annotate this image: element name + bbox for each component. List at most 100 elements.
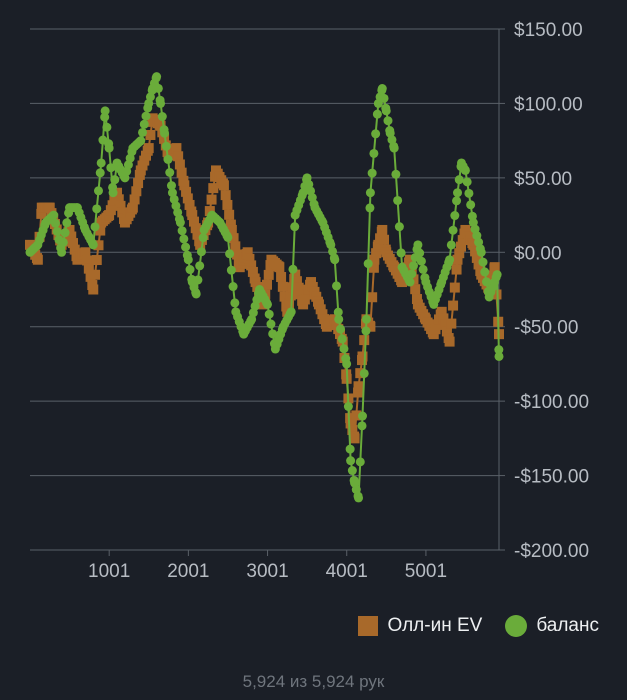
ev-data-point	[80, 247, 91, 258]
square-marker-icon	[357, 616, 378, 636]
legend-item-balance[interactable]: баланс	[504, 614, 599, 638]
legend-label-balance: баланс	[536, 615, 599, 636]
ev-data-point	[274, 262, 285, 273]
y-tick-label: $50.00	[514, 169, 572, 190]
balance-data-point	[230, 298, 240, 308]
balance-data-point	[49, 210, 59, 220]
ev-data-point	[173, 151, 184, 162]
balance-data-point	[345, 444, 355, 454]
balance-data-point	[393, 195, 403, 205]
ev-data-point	[345, 413, 356, 424]
ev-data-point	[353, 387, 364, 398]
balance-data-point	[363, 259, 373, 269]
ev-data-point	[438, 313, 449, 324]
y-tick-label: -$200.00	[514, 541, 589, 562]
ev-data-point	[448, 300, 459, 311]
ev-data-point	[224, 209, 235, 220]
balance-data-point	[95, 168, 105, 178]
ev-data-point	[82, 255, 93, 266]
ev-data-point	[411, 294, 422, 305]
balance-data-point	[104, 143, 114, 153]
ev-data-point	[176, 167, 187, 178]
balance-data-point	[52, 226, 62, 236]
ev-data-point	[440, 319, 451, 330]
ev-data-point	[468, 239, 479, 250]
x-tick-label: 3001	[246, 561, 288, 582]
balance-data-point	[96, 158, 106, 168]
balance-data-point	[193, 275, 203, 285]
ev-data-point	[179, 180, 190, 191]
ev-data-point	[349, 433, 360, 444]
balance-data-point	[413, 240, 423, 250]
ev-data-point	[345, 418, 356, 429]
balance-data-point	[396, 248, 406, 258]
balance-data-point	[478, 257, 488, 267]
ev-data-point	[90, 269, 101, 280]
ev-data-point	[455, 241, 466, 252]
ev-data-point	[295, 289, 306, 300]
legend-item-ev[interactable]: Олл-ин EV	[356, 614, 482, 638]
balance-data-point	[448, 225, 458, 235]
balance-data-point	[108, 188, 118, 198]
ev-data-point	[117, 207, 128, 218]
balance-data-point	[264, 309, 274, 319]
balance-data-point	[330, 255, 340, 265]
balance-data-point	[196, 247, 206, 257]
ev-data-point	[246, 260, 257, 271]
ev-data-point	[293, 282, 304, 293]
ev-data-point	[145, 129, 156, 140]
balance-data-point	[369, 148, 379, 158]
balance-data-point	[357, 421, 367, 431]
balance-data-point	[110, 175, 120, 185]
ev-data-point	[115, 200, 126, 211]
balance-data-point	[177, 226, 187, 236]
ev-data-point	[369, 254, 380, 265]
balance-data-point	[357, 411, 367, 421]
ev-data-point	[242, 247, 253, 258]
ev-data-point	[208, 183, 219, 194]
legend: Олл-ин EV баланс	[356, 614, 599, 638]
ev-data-point	[449, 282, 460, 293]
ev-data-point	[226, 224, 237, 235]
ev-data-point	[410, 284, 421, 295]
balance-data-point	[367, 168, 377, 178]
balance-data-point	[408, 261, 418, 271]
balance-data-point	[93, 186, 103, 196]
balance-data-point	[466, 200, 476, 210]
balance-data-point	[157, 112, 167, 122]
balance-data-point	[228, 282, 238, 292]
ev-data-point	[347, 425, 358, 436]
balance-data-point	[191, 289, 201, 299]
ev-data-point	[457, 235, 468, 246]
ev-data-point	[181, 186, 192, 197]
balance-data-point	[361, 314, 371, 324]
balance-data-point	[405, 277, 415, 287]
balance-data-point	[460, 165, 470, 175]
balance-data-point	[361, 326, 371, 336]
ev-data-point	[263, 269, 274, 280]
ev-data-point	[404, 254, 415, 265]
balance-data-point	[185, 265, 195, 275]
ev-data-point	[187, 210, 198, 221]
ev-data-point	[67, 238, 78, 249]
balance-data-point	[407, 269, 417, 279]
ev-data-point	[284, 298, 295, 309]
balance-data-point	[389, 143, 399, 153]
ev-data-point	[452, 254, 463, 265]
ev-data-point	[32, 254, 43, 265]
ev-data-point	[373, 239, 384, 250]
ev-data-point	[232, 249, 243, 260]
ev-data-point	[64, 224, 75, 235]
ev-data-point	[444, 336, 455, 347]
balance-data-point	[354, 493, 364, 503]
ev-data-point	[188, 216, 199, 227]
ev-data-point	[93, 240, 104, 251]
balance-data-point	[165, 167, 175, 177]
balance-data-point	[136, 136, 146, 146]
balance-data-point	[266, 319, 276, 329]
ev-data-point	[368, 262, 379, 273]
balance-data-point	[139, 119, 149, 129]
ev-data-point	[69, 244, 80, 255]
ev-data-point	[129, 194, 140, 205]
ev-data-point	[228, 233, 239, 244]
